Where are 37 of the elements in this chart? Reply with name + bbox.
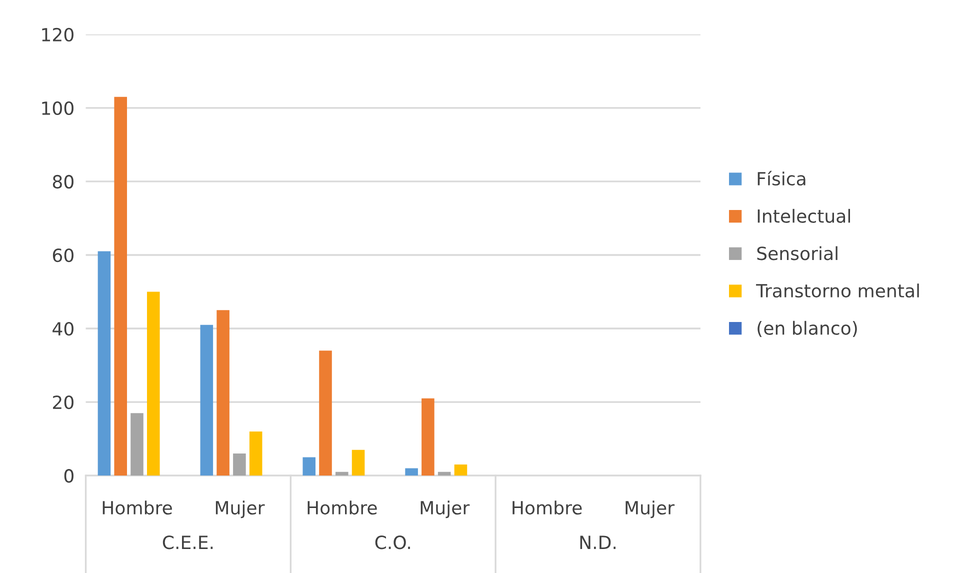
y-tick-label: 40 xyxy=(52,322,74,336)
x-tick-label: Mujer xyxy=(420,500,470,518)
y-tick-label: 120 xyxy=(42,28,74,42)
x-tick-label: Hombre xyxy=(308,500,377,515)
bar xyxy=(335,472,348,476)
bar xyxy=(216,310,230,476)
bar xyxy=(249,431,262,476)
bar xyxy=(302,457,316,476)
bar xyxy=(438,472,451,476)
bar xyxy=(454,464,468,476)
text: C.E.E. xyxy=(162,536,213,550)
bar xyxy=(146,292,160,476)
bar xyxy=(114,96,127,476)
y-tick-label: 100 xyxy=(42,101,74,116)
bar xyxy=(422,398,434,476)
bar xyxy=(319,350,332,476)
legend-label: Transtorno mental xyxy=(756,284,919,298)
bar xyxy=(130,413,144,476)
y-tick-label: 0 xyxy=(64,469,74,483)
legend-label: Intelectual xyxy=(758,208,850,223)
bar xyxy=(352,450,365,476)
x-tick-label: Mujer xyxy=(626,500,675,518)
bar xyxy=(98,251,111,476)
legend-label: (en blanco) xyxy=(758,320,857,338)
legend-label: Sensorial xyxy=(757,246,838,260)
x-tick-label: Mujer xyxy=(216,500,265,518)
bar xyxy=(233,454,246,476)
x-tick-label: Hombre xyxy=(512,500,582,515)
text: N.D. xyxy=(580,536,616,549)
bar xyxy=(200,324,214,476)
y-tick-label: 60 xyxy=(52,248,74,262)
x-tick-label: Hombre xyxy=(102,500,172,515)
bar xyxy=(405,468,418,476)
legend-label: Física xyxy=(758,170,806,186)
y-tick-label: 80 xyxy=(52,174,74,189)
text: C.O. xyxy=(375,536,410,550)
y-tick-label: 20 xyxy=(53,396,74,410)
